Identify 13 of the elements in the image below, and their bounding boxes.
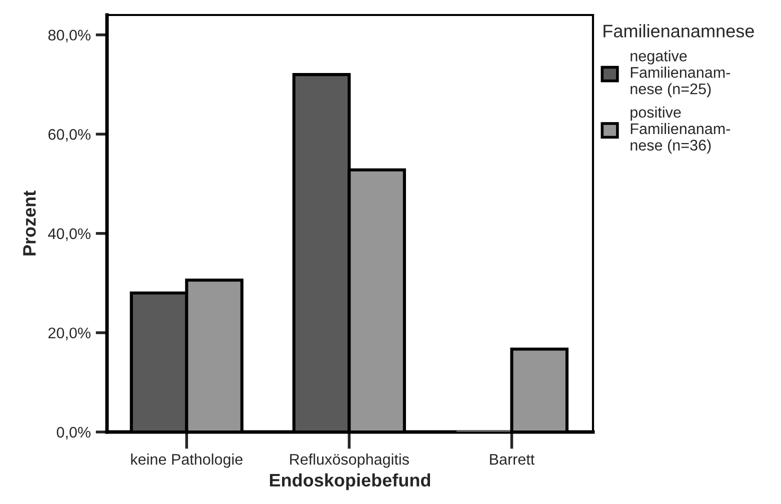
- x-tick-label: keine Pathologie: [131, 454, 242, 468]
- legend-label: negative Familienanam- nese (n=25): [630, 50, 730, 98]
- legend-label: positive Familienanam- nese (n=36): [630, 106, 730, 154]
- legend-title: Familienanamnese: [604, 24, 754, 38]
- y-tick-label: 60,0%: [48, 129, 90, 142]
- y-tick-label: 40,0%: [48, 228, 90, 241]
- y-tick-label: 20,0%: [48, 328, 90, 340]
- x-tick-label: Refluxösophagitis: [290, 454, 409, 468]
- x-axis-title: Endoskopiebefund: [270, 473, 430, 490]
- y-axis-title: Prozent: [23, 190, 36, 256]
- y-tick-label: 0,0%: [56, 426, 90, 440]
- y-tick-label: 80,0%: [48, 30, 90, 42]
- x-tick-label: Barrett: [490, 454, 535, 465]
